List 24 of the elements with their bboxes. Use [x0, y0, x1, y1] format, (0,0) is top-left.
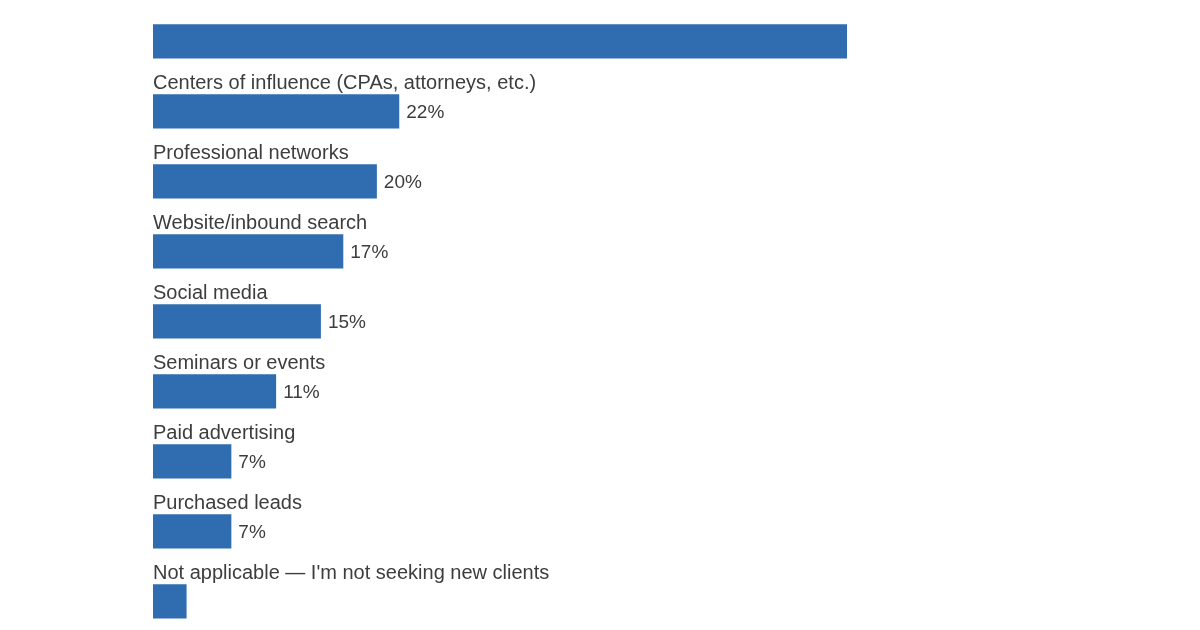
bar — [153, 94, 400, 129]
data-label: 7% — [238, 451, 266, 472]
y-tick-label: Not applicable — I'm not seeking new clients — [153, 561, 550, 584]
y-tick-label: Social media — [153, 281, 269, 304]
bar — [153, 24, 847, 59]
y-tick-label: Professional networks — [153, 141, 349, 164]
data-label: 20% — [383, 171, 422, 192]
y-tick-label: Paid advertising — [153, 421, 296, 444]
bar — [153, 374, 277, 409]
y-tick-label: Centers of influence (CPAs, attorneys, etc.) — [153, 71, 537, 94]
bar — [153, 304, 321, 339]
bar — [153, 514, 232, 549]
bar — [153, 164, 377, 199]
data-label: 17% — [350, 241, 389, 262]
bar — [153, 444, 232, 479]
data-label: 7% — [238, 521, 266, 542]
data-label: 11% — [283, 381, 320, 402]
bar — [153, 234, 344, 269]
bar — [153, 584, 187, 619]
y-tick-label: Seminars or events — [153, 351, 326, 374]
data-label: 15% — [327, 311, 367, 332]
data-label: 22% — [406, 101, 445, 122]
y-tick-label: Website/inbound search — [153, 211, 368, 234]
y-tick-label: Purchased leads — [153, 491, 302, 514]
